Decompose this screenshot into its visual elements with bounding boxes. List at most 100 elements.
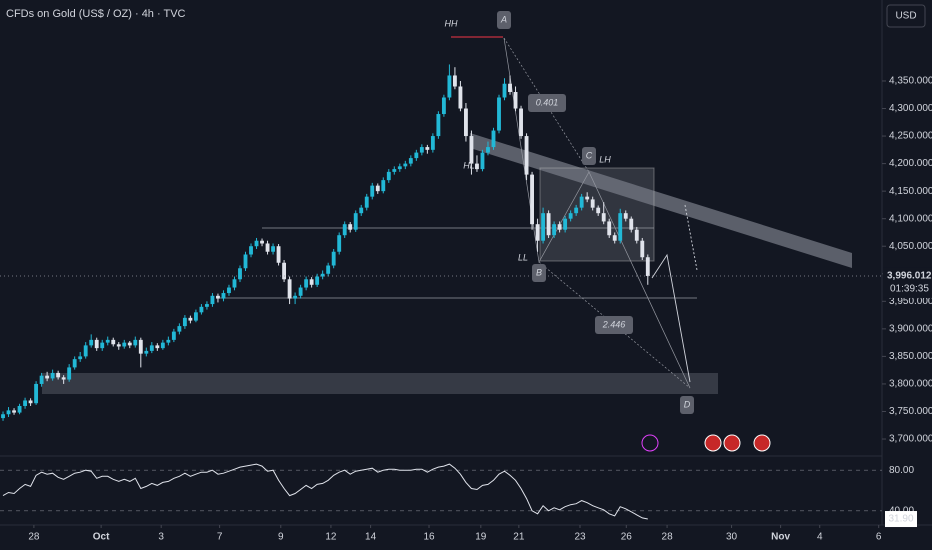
- y-tick-label: 3,900.000: [889, 323, 932, 334]
- candle-body: [392, 169, 397, 172]
- candle-body: [83, 345, 88, 357]
- candle-body: [23, 400, 28, 406]
- candle-body: [72, 359, 77, 368]
- candle-body: [458, 86, 463, 109]
- candle-body: [452, 75, 457, 87]
- event-icon[interactable]: [641, 434, 659, 452]
- y-tick-label: 3,800.000: [889, 379, 932, 390]
- candle-body: [524, 136, 529, 175]
- candle-body: [557, 224, 562, 230]
- rsi-line: [2, 463, 648, 520]
- candle-body: [188, 317, 193, 321]
- candle-body: [464, 108, 468, 137]
- candle-body: [486, 147, 490, 153]
- x-tick-label: 4: [817, 532, 823, 543]
- candle-body: [320, 273, 325, 277]
- candle-body: [193, 312, 198, 321]
- annotation: 2.446: [602, 319, 626, 329]
- candle-body: [6, 410, 11, 415]
- candle-body: [34, 383, 39, 404]
- last-price-box: [883, 267, 932, 298]
- event-icon[interactable]: [704, 434, 722, 452]
- candle-body: [497, 97, 501, 131]
- event-icon[interactable]: [723, 434, 741, 452]
- candle-body: [513, 91, 518, 109]
- candle-body: [612, 235, 617, 241]
- candle-body: [519, 108, 523, 137]
- candle-body: [254, 240, 259, 247]
- candle-body: [227, 287, 231, 294]
- last-price-label: 3,996.012: [887, 271, 932, 282]
- candle-body: [618, 213, 623, 241]
- currency-button[interactable]: [886, 4, 926, 28]
- rsi-last-box: [885, 511, 917, 528]
- event-icon[interactable]: [753, 434, 771, 452]
- candle-body: [441, 97, 446, 115]
- candle-body: [199, 306, 204, 313]
- y-tick-label: 4,300.000: [889, 103, 932, 114]
- countdown: 01:39:35: [890, 284, 929, 295]
- candle-body: [287, 279, 292, 299]
- y-tick-label: 4,250.000: [889, 131, 932, 142]
- candle-body: [502, 83, 507, 98]
- candle-body: [166, 339, 171, 343]
- candle-body: [601, 213, 606, 222]
- candle-body: [276, 246, 281, 263]
- candle-body: [249, 246, 253, 255]
- candle-body: [238, 268, 242, 280]
- candle-body: [408, 158, 413, 164]
- candle-body: [342, 224, 347, 236]
- candle-body: [469, 136, 474, 164]
- ratio-line: [538, 261, 691, 389]
- annotation-box: [528, 94, 566, 112]
- x-tick-label: Nov: [771, 532, 790, 543]
- candle-body: [243, 254, 248, 269]
- candle-body: [315, 276, 320, 285]
- y-tick-label: 3,700.000: [889, 434, 932, 445]
- candle-body: [232, 279, 237, 288]
- chart-title: CFDs on Gold (US$ / OZ) · 4h · TVC: [6, 8, 186, 20]
- candle-body: [568, 213, 573, 219]
- candle-body: [260, 240, 264, 244]
- candle-body: [282, 262, 287, 280]
- candle-body: [177, 326, 182, 332]
- annotation-box: [532, 264, 546, 282]
- candle-body: [375, 185, 380, 192]
- rsi-tick-label: 80.00: [889, 465, 914, 476]
- y-tick-label: 4,350.000: [889, 76, 932, 87]
- currency-label[interactable]: USD: [895, 11, 916, 22]
- candle-body: [17, 405, 22, 413]
- candle-body: [221, 293, 226, 299]
- y-tick-label: 3,850.000: [889, 351, 932, 362]
- projection-arrow: [684, 204, 698, 271]
- candle-body: [127, 342, 132, 346]
- candle-body: [370, 185, 375, 197]
- candle-body: [105, 339, 110, 343]
- candle-body: [447, 75, 452, 98]
- candle-body: [144, 350, 149, 354]
- candle-body: [293, 295, 298, 299]
- annotation-box: [497, 11, 511, 29]
- candle-body: [634, 229, 639, 241]
- candle-body: [645, 257, 650, 276]
- candle-body: [579, 196, 584, 208]
- x-tick-label: 12: [325, 532, 337, 543]
- candle-body: [436, 114, 441, 137]
- annotation: A: [500, 14, 507, 24]
- candle-body: [326, 265, 331, 274]
- x-tick-label: 6: [876, 532, 882, 543]
- candle-body: [359, 207, 364, 214]
- ratio-line: [503, 37, 590, 173]
- annotation: 0.401: [536, 97, 559, 107]
- candle-body: [78, 356, 83, 360]
- candle-body: [133, 339, 138, 346]
- rsi-tick-label: 40.00: [889, 505, 914, 516]
- candle-body: [28, 400, 33, 404]
- candle-body: [414, 152, 419, 159]
- y-tick-label: 3,750.000: [889, 406, 932, 417]
- annotation-box: [582, 147, 596, 165]
- candle-body: [210, 295, 215, 305]
- candle-body: [508, 83, 512, 92]
- candle-body: [94, 339, 99, 349]
- candle-body: [304, 279, 309, 288]
